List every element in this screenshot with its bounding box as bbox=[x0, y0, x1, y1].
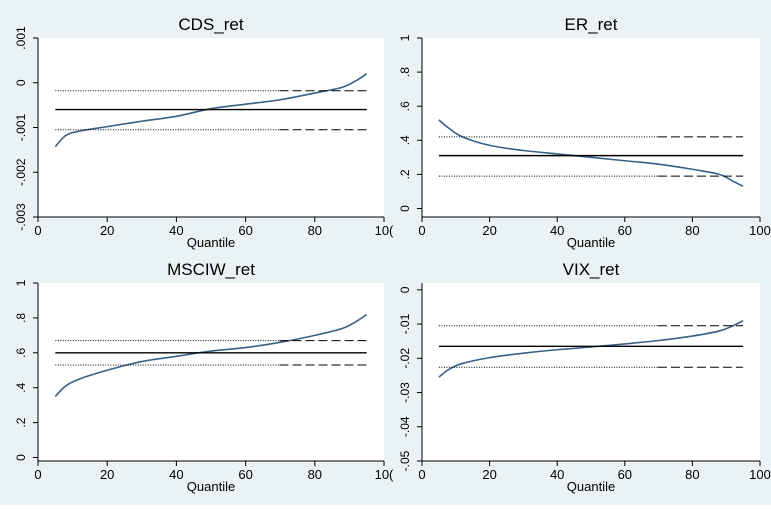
x-tick-label: 60 bbox=[618, 467, 632, 482]
y-tick-label: 0 bbox=[398, 205, 412, 212]
quantile-curve bbox=[438, 119, 744, 188]
x-tick-label: 0 bbox=[34, 467, 41, 482]
x-tick-label: 80 bbox=[685, 467, 699, 482]
x-tick-label: 60 bbox=[238, 223, 252, 238]
y-tick-label: .001 bbox=[14, 26, 28, 50]
panel-title: CDS_ret bbox=[178, 15, 243, 34]
panel-3: MSCIW_ret 0 20 40 60 80 10( 0 .2 .4 .6 .8 1 Quantile bbox=[14, 260, 394, 494]
y-tick-label: .6 bbox=[398, 101, 412, 111]
y-tick-label: 1 bbox=[398, 34, 412, 41]
x-tick-label: 80 bbox=[685, 223, 699, 238]
quantile-curve bbox=[54, 313, 368, 397]
x-tick-label: 20 bbox=[100, 467, 114, 482]
plot-area bbox=[38, 38, 384, 217]
panel-title: MSCIW_ret bbox=[167, 260, 255, 279]
x-tick-label: 40 bbox=[550, 467, 564, 482]
x-tick-label: 20 bbox=[482, 223, 496, 238]
x-tick-label: 10( bbox=[375, 223, 394, 238]
x-tick-label: 10( bbox=[375, 467, 394, 482]
y-tick-label: -.003 bbox=[14, 203, 28, 231]
x-tick-label: 40 bbox=[169, 223, 183, 238]
y-tick-label: 0 bbox=[398, 286, 412, 293]
x-tick-label: 60 bbox=[618, 223, 632, 238]
x-axis-label: Quantile bbox=[187, 235, 235, 250]
x-tick-label: 60 bbox=[238, 467, 252, 482]
x-tick-label: 80 bbox=[308, 467, 322, 482]
panel-title: ER_ret bbox=[565, 15, 618, 34]
y-tick-label: .4 bbox=[398, 135, 412, 145]
y-tick-label: .8 bbox=[14, 313, 28, 323]
y-tick-label: .8 bbox=[398, 67, 412, 77]
y-tick-label: -.01 bbox=[398, 313, 412, 334]
plot-area bbox=[422, 283, 760, 461]
y-tick-label: 1 bbox=[14, 279, 28, 286]
x-tick-label: 20 bbox=[100, 223, 114, 238]
x-axis-label: Quantile bbox=[187, 479, 235, 494]
y-tick-label: 0 bbox=[14, 454, 28, 461]
x-tick-label: 20 bbox=[482, 467, 496, 482]
panel-2: ER_ret 0 20 40 60 80 100 0 .2 .4 .6 .8 1 Quantile bbox=[398, 15, 771, 250]
x-tick-label: 0 bbox=[34, 223, 41, 238]
panel-1: CDS_ret 0 20 40 60 80 10( -.003 -.002 -.001 0 .001 Q… bbox=[14, 15, 394, 250]
quantile-curve bbox=[54, 73, 368, 148]
y-tick-label: -.04 bbox=[398, 416, 412, 437]
y-tick-label: -.02 bbox=[398, 348, 412, 369]
y-tick-label: -.002 bbox=[14, 158, 28, 186]
plot-area bbox=[38, 283, 384, 461]
panel-title: VIX_ret bbox=[563, 260, 620, 279]
panel-4: VIX_ret 0 20 40 60 80 100 -.05 -.04 -.03 -.02 -.01 0… bbox=[398, 260, 771, 494]
x-tick-label: 100 bbox=[749, 223, 771, 238]
x-tick-label: 40 bbox=[169, 467, 183, 482]
x-tick-label: 40 bbox=[550, 223, 564, 238]
x-axis-label: Quantile bbox=[567, 479, 615, 494]
y-tick-label: .2 bbox=[398, 169, 412, 179]
y-tick-label: -.001 bbox=[14, 114, 28, 142]
x-tick-label: 0 bbox=[418, 223, 425, 238]
y-tick-label: .4 bbox=[14, 382, 28, 392]
y-tick-label: 0 bbox=[14, 79, 28, 86]
y-tick-label: -.03 bbox=[398, 382, 412, 403]
x-tick-label: 80 bbox=[308, 223, 322, 238]
y-tick-label: -.05 bbox=[398, 450, 412, 471]
x-tick-label: 100 bbox=[749, 467, 771, 482]
y-tick-label: .6 bbox=[14, 347, 28, 357]
plot-area bbox=[422, 38, 760, 217]
x-axis-label: Quantile bbox=[567, 235, 615, 250]
y-tick-label: .2 bbox=[14, 417, 28, 427]
x-tick-label: 0 bbox=[418, 467, 425, 482]
